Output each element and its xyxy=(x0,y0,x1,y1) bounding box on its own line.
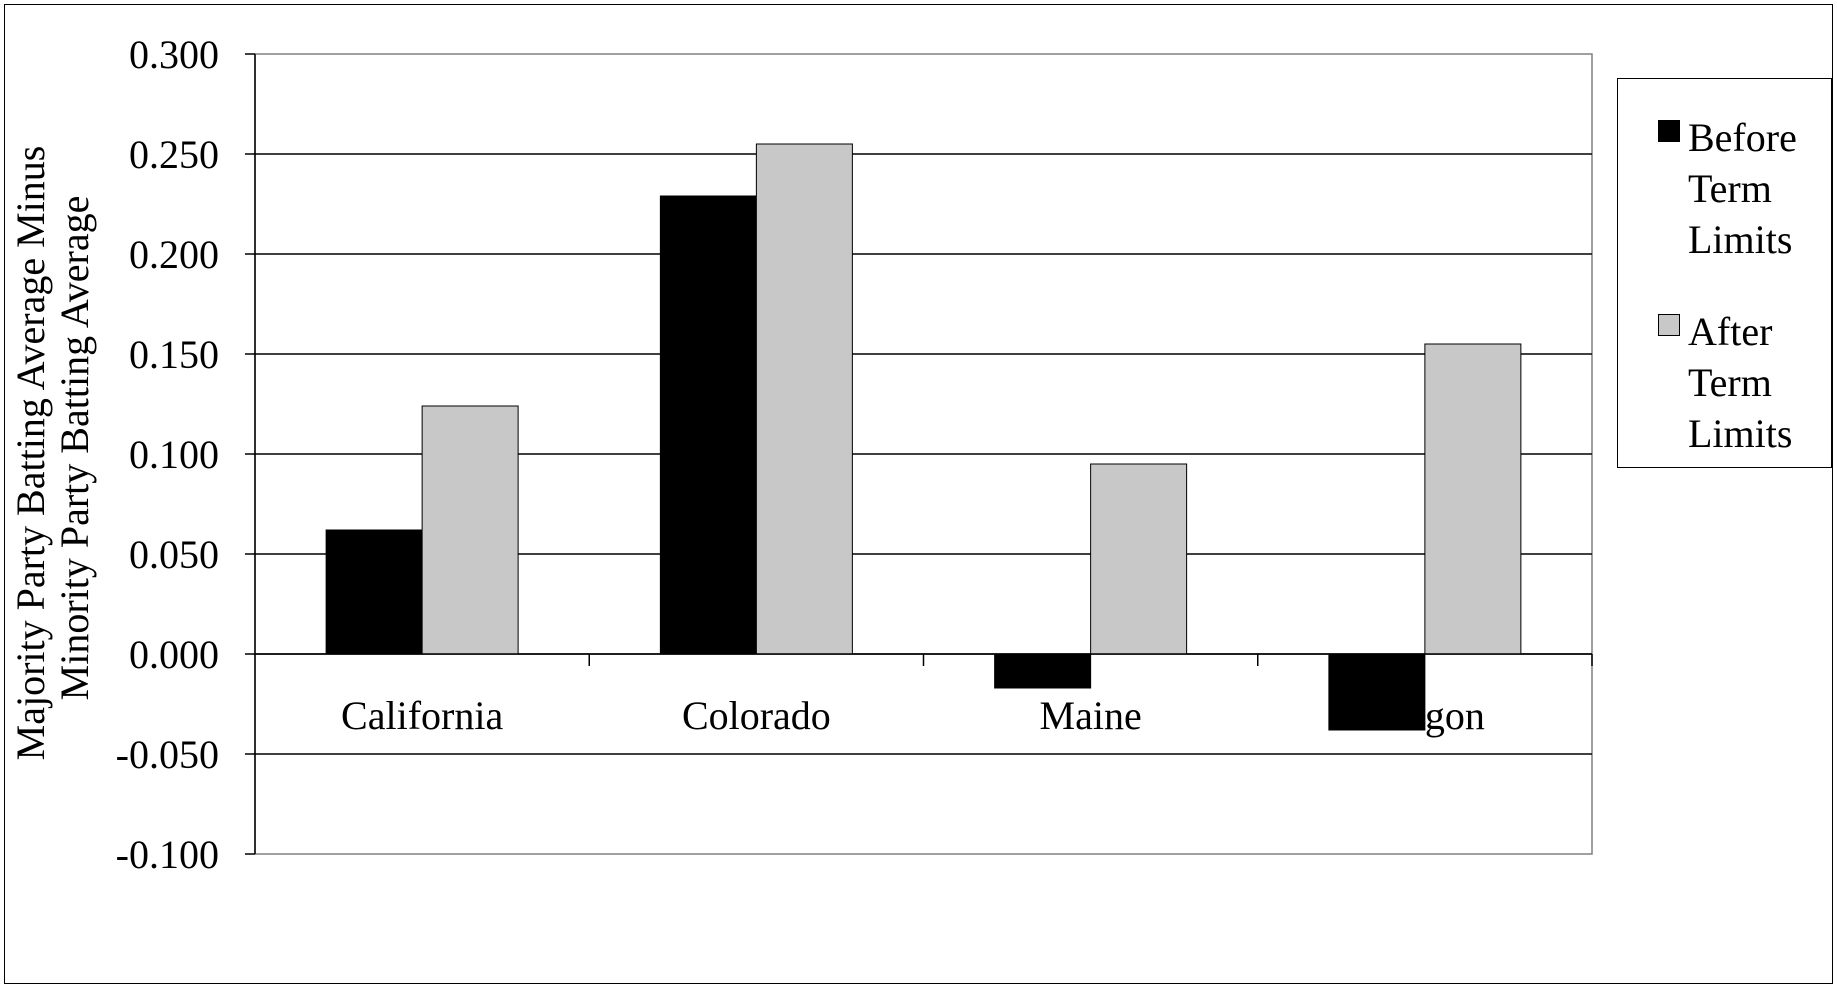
bar-before-maine xyxy=(994,653,1092,689)
bar-before-oregon xyxy=(1328,653,1426,731)
y-tick-label: -0.050 xyxy=(116,732,219,777)
legend: Before Term Limits After Term Limits xyxy=(1617,78,1832,468)
x-category-label: Oregon xyxy=(1365,693,1485,738)
y-tick-label: 0.300 xyxy=(129,32,219,77)
bar-after-maine xyxy=(1090,463,1188,655)
legend-swatch-before xyxy=(1658,120,1680,142)
y-axis-title-line-1: Majority Party Batting Average Minus xyxy=(8,146,53,761)
y-tick-label: -0.100 xyxy=(116,832,219,877)
bar-before-california xyxy=(325,529,423,655)
y-tick-label: 0.050 xyxy=(129,532,219,577)
y-axis-title-line-2: Minority Party Batting Average xyxy=(52,196,97,701)
legend-label-after: After Term Limits xyxy=(1688,309,1793,456)
y-tick-label: 0.000 xyxy=(129,632,219,677)
bar-after-california xyxy=(421,405,519,655)
x-category-label: California xyxy=(341,693,503,738)
y-tick-label: 0.200 xyxy=(129,232,219,277)
labels: -0.100 -0.050 0.000 0.050 0.100 0.150 0.200 0.2… xyxy=(116,32,1485,877)
y-tick-label: 0.250 xyxy=(129,132,219,177)
bar-after-oregon xyxy=(1424,343,1522,655)
y-tick-label: 0.150 xyxy=(129,332,219,377)
y-tick-label: 0.100 xyxy=(129,432,219,477)
legend-swatch-after xyxy=(1658,314,1680,336)
bar-before-colorado xyxy=(659,195,757,655)
bars xyxy=(325,143,1522,731)
y-axis-title: Majority Party Batting Average Minus Min… xyxy=(8,136,97,761)
x-category-label: Colorado xyxy=(682,693,831,738)
bar-after-colorado xyxy=(755,143,853,655)
x-category-label: Maine xyxy=(1040,693,1142,738)
legend-label-before: Before Term Limits xyxy=(1688,115,1797,262)
axes xyxy=(245,53,1593,855)
